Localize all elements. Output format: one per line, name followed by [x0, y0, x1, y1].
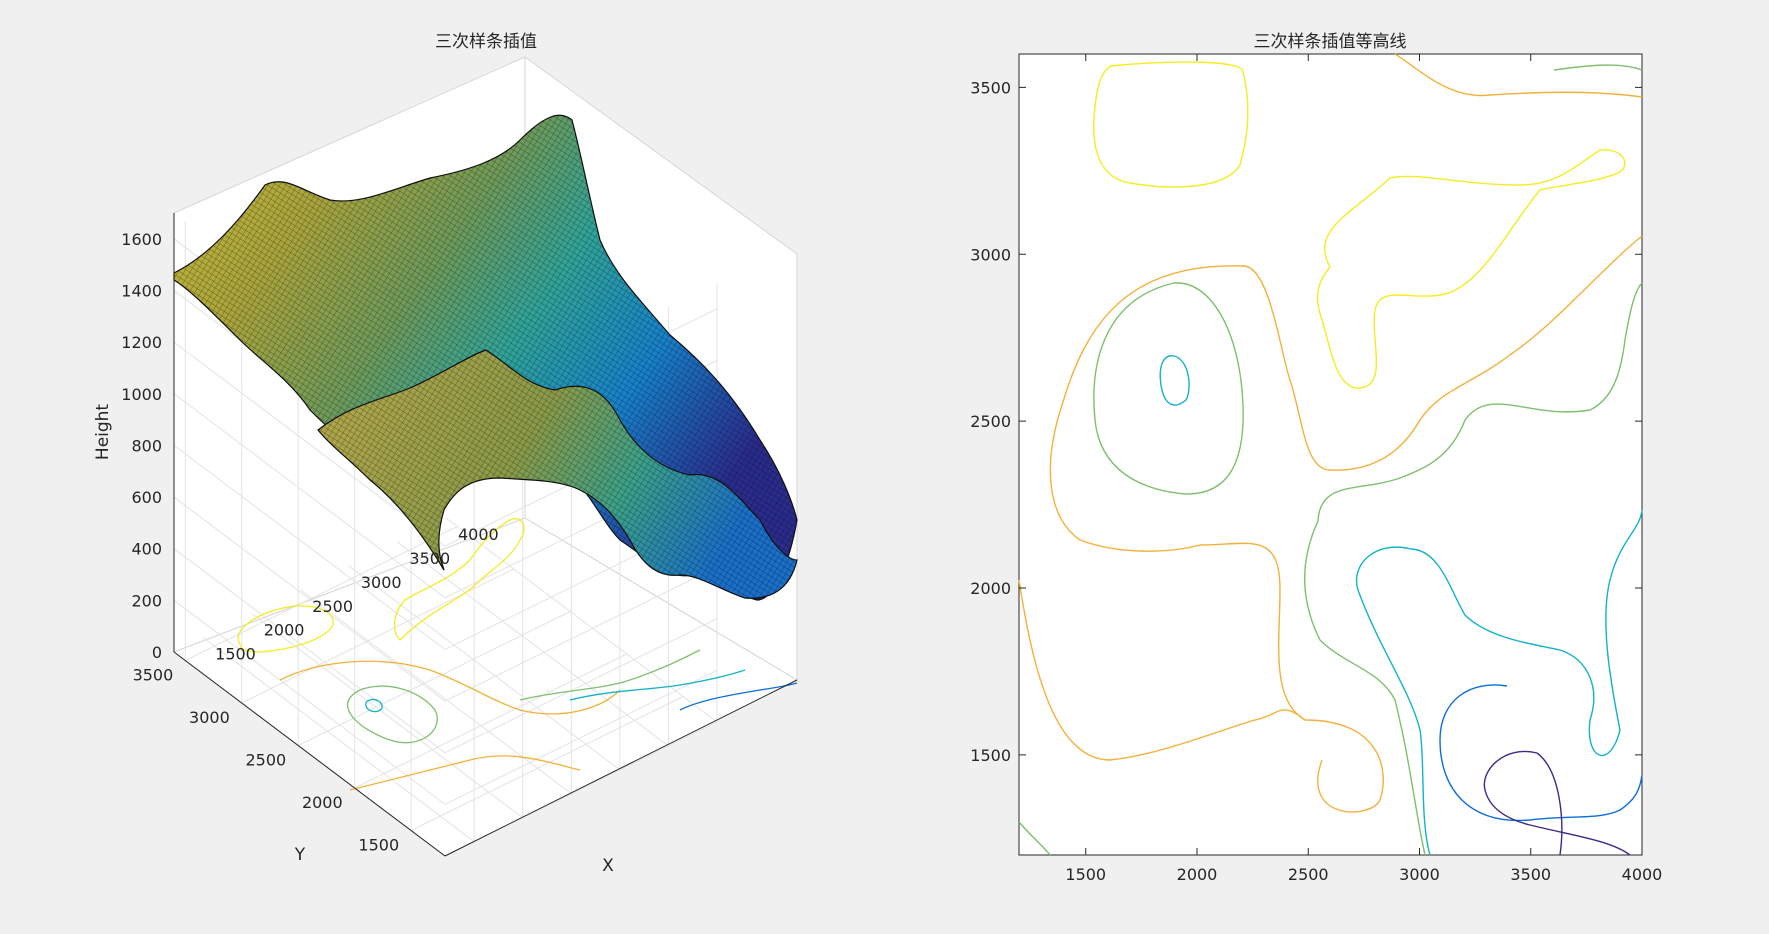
- x-tick-label: 4000: [1622, 865, 1663, 884]
- contour-line: [1018, 821, 1051, 856]
- contour-line: [1093, 282, 1244, 495]
- y-gridline-floor: [185, 526, 458, 661]
- z-tick-label: 1400: [121, 281, 162, 300]
- floor-contour-line: [349, 755, 581, 791]
- y-gridline-floor: [241, 568, 514, 704]
- y-tick-label: 2000: [302, 793, 343, 812]
- y-gridline-floor: [354, 653, 627, 789]
- contour-line: [1062, 235, 1643, 471]
- x-gridline-floor: [251, 613, 524, 819]
- contour-title: 三次样条插值等高线: [1254, 32, 1407, 52]
- contour-line: [1553, 64, 1643, 71]
- y-tick-label: 2500: [245, 751, 286, 770]
- contour-line: [1018, 579, 1306, 761]
- floor-contour-line: [237, 605, 334, 653]
- z-tick-label: 1000: [121, 385, 162, 404]
- z-tick-label: 400: [131, 540, 162, 559]
- floor-contour-line: [519, 649, 701, 701]
- z-tick-label: 800: [131, 436, 162, 455]
- y-axis-line: [173, 651, 446, 857]
- z-tick-label: 600: [131, 488, 162, 507]
- z-gridline-left: [173, 599, 446, 805]
- y-tick-label: 1500: [358, 836, 399, 855]
- x-tick-label: 1500: [215, 645, 256, 664]
- contour-plot-area: [1018, 53, 1643, 856]
- surface-plot-axes: 0 200 400 600 800 1000 1200 1400 1600 1500 2000 250…: [93, 32, 799, 876]
- x-tick-label: 3000: [1399, 865, 1440, 884]
- surface-tick-labels: 0 200 400 600 800 1000 1200 1400 1600 1500 2000 250…: [121, 230, 498, 855]
- y-tick-label: 3500: [133, 666, 174, 685]
- contour-line: [1316, 149, 1626, 389]
- contour-line: [1317, 282, 1643, 522]
- z-gridline-left: [173, 445, 446, 650]
- surface: [173, 114, 798, 601]
- floor-contour-line: [679, 682, 798, 711]
- x-tick-label: 1500: [1065, 865, 1106, 884]
- contour-lines: [1018, 53, 1643, 856]
- x-tick-label: 2000: [1177, 865, 1218, 884]
- z-tick-label: 200: [131, 591, 162, 610]
- z-gridline-right: [444, 566, 718, 702]
- contour-line: [1049, 401, 1384, 813]
- x-axis-label: X: [602, 856, 614, 876]
- y-tick-label: 2000: [970, 579, 1011, 598]
- z-gridline-right: [444, 618, 718, 754]
- floor-contour-line: [569, 669, 746, 701]
- contour-line: [1439, 684, 1643, 822]
- x-gridline-floor: [202, 637, 475, 843]
- contour-plot-axes: 1500 2000 2500 3000 3500 4000 1500 2000 2500 3000…: [970, 32, 1662, 884]
- z-gridline-right: [444, 669, 718, 805]
- floor-contour-line: [393, 518, 525, 641]
- floor-contour-line: [346, 685, 438, 744]
- z-gridline-left: [173, 393, 446, 599]
- y-tick-label: 3000: [970, 245, 1011, 264]
- contour-line: [1355, 546, 1431, 856]
- z-gridline-left: [173, 548, 446, 754]
- floor-contour-line: [279, 660, 621, 715]
- y-gridline-floor: [297, 611, 571, 746]
- z-tick-label: 0: [152, 643, 162, 662]
- x-gridline-floor: [445, 517, 718, 723]
- x-tick-label: 3000: [361, 573, 402, 592]
- y-tick-label: 3500: [970, 78, 1011, 97]
- contour-line: [1483, 750, 1631, 856]
- contour-tick-labels: 1500 2000 2500 3000 3500 4000 1500 2000 2500 3000…: [970, 54, 1662, 884]
- surface-title: 三次样条插值: [435, 32, 537, 52]
- floor-contours: [237, 518, 798, 791]
- x-gridline-floor: [299, 589, 572, 795]
- x-tick-label: 4000: [458, 525, 499, 544]
- z-tick-label: 1600: [121, 230, 162, 249]
- y-tick-label: 2500: [970, 412, 1011, 431]
- contour-line: [1093, 61, 1249, 188]
- z-axis-label: Height: [93, 404, 113, 461]
- x-tick-label: 2500: [1288, 865, 1329, 884]
- x-tick-label: 3500: [409, 549, 450, 568]
- contour-line: [1410, 509, 1643, 757]
- contour-line: [1536, 752, 1563, 856]
- y-tick-label: 1500: [970, 746, 1011, 765]
- x-tick-label: 3500: [1510, 865, 1551, 884]
- y-axis-label: Y: [294, 845, 306, 865]
- surface-front-mesh: [318, 350, 797, 599]
- z-gridline-left: [173, 341, 446, 547]
- x-gridline-floor: [397, 541, 669, 747]
- y-gridline-floor: [410, 696, 684, 831]
- x-tick-label: 2500: [312, 597, 353, 616]
- x-axis-line: [444, 679, 798, 857]
- floor-contour-line: [365, 698, 383, 713]
- x-gridline-floor: [348, 565, 621, 771]
- contour-line: [1304, 520, 1426, 856]
- contour-line: [1159, 355, 1190, 406]
- contour-line: [1394, 53, 1643, 98]
- z-tick-label: 1200: [121, 333, 162, 352]
- x-tick-label: 2000: [264, 621, 305, 640]
- y-tick-label: 3000: [189, 708, 230, 727]
